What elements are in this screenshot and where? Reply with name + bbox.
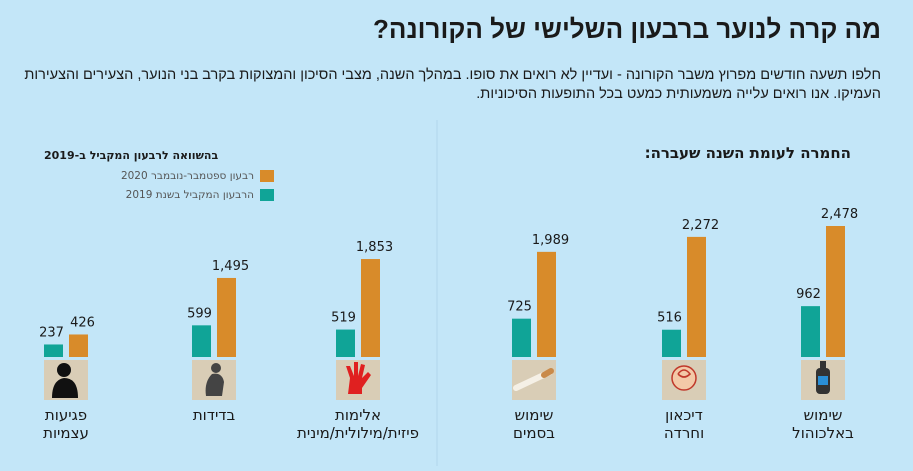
section-heading-worsening: החמרה לעומת השנה שעברה: [644, 144, 851, 162]
section-heading-comparison: בהשוואה לרבעון המקביל ב-2019 [44, 149, 219, 162]
legend-swatch-2019 [260, 189, 274, 201]
category-label-3-1: פיזית/מילולית/מינית [297, 424, 419, 442]
scribble-mark [677, 369, 692, 378]
value-label-2020-2: 1,989 [532, 233, 569, 248]
value-label-2020-0: 2,478 [821, 207, 858, 222]
bar-2020-3 [361, 259, 380, 357]
alcohol-bottle-icon [801, 360, 845, 400]
value-label-2020-3: 1,853 [356, 240, 393, 255]
value-label-2020-1: 2,272 [682, 218, 719, 233]
category-label-1-0: דיכאון [665, 406, 703, 424]
value-label-2020-5: 426 [70, 315, 95, 330]
bottle-neck [820, 361, 826, 369]
legend-label-2019: הרבעון המקביל בשנת 2019 [125, 189, 254, 201]
bar-2019-0 [801, 306, 820, 357]
bar-2019-3 [336, 329, 355, 357]
head-shape [671, 365, 697, 391]
bar-2020-1 [687, 236, 706, 357]
legend-item-2020: רבעון ספטמבר-נובמבר 2020 [44, 168, 274, 184]
bar-2019-2 [512, 318, 531, 357]
category-label-3-0: אלימות [335, 406, 381, 424]
bar-2020-2 [537, 251, 556, 357]
legend-label-2020: רבעון ספטמבר-נובמבר 2020 [120, 170, 254, 182]
value-label-2019-1: 516 [657, 311, 682, 326]
hand-shape [346, 362, 371, 394]
bar-2019-1 [662, 329, 681, 357]
value-label-2019-4: 599 [187, 306, 212, 321]
category-label-2-1: בסמים [513, 424, 555, 442]
cigarette-icon [512, 360, 556, 400]
category-label-0-0: שימוש [804, 406, 843, 424]
category-label-0-1: באלכוהול [792, 424, 854, 442]
bar-2020-5 [69, 334, 88, 357]
category-label-5-0: פגיעות [45, 406, 87, 424]
value-label-2019-5: 237 [39, 325, 64, 340]
person-body [205, 373, 224, 396]
value-label-2019-2: 725 [507, 300, 532, 315]
page-subtitle: חלפו תשעה חודשים מפרוץ משבר הקורונה - וע… [24, 67, 881, 102]
bar-2020-4 [217, 277, 236, 357]
bottle-label [818, 376, 828, 385]
category-label-5-1: עצמיות [43, 424, 89, 442]
category-label-4-0: בדידות [193, 406, 236, 424]
anxious-head-icon [662, 360, 706, 400]
category-label-2-0: שימוש [515, 406, 554, 424]
lonely-person-icon [192, 360, 236, 400]
value-label-2019-0: 962 [796, 287, 821, 302]
bar-2019-5 [44, 344, 63, 357]
legend-item-2019: הרבעון המקביל בשנת 2019 [44, 187, 274, 203]
legend-swatch-2020 [260, 170, 274, 182]
person-head [211, 363, 221, 373]
value-label-2020-4: 1,495 [212, 259, 249, 274]
bar-2020-0 [826, 226, 845, 357]
person-body [52, 378, 78, 398]
page-title: מה קרה לנוער ברבעון השלישי של הקורונה? [373, 14, 881, 44]
self-harm-person-icon [44, 360, 88, 400]
bar-2019-4 [192, 325, 211, 357]
raised-hand-icon [336, 360, 380, 400]
person-head [57, 363, 71, 377]
value-label-2019-3: 519 [331, 311, 356, 326]
category-label-1-1: וחרדה [664, 424, 704, 442]
cigarette-filter [541, 368, 554, 378]
